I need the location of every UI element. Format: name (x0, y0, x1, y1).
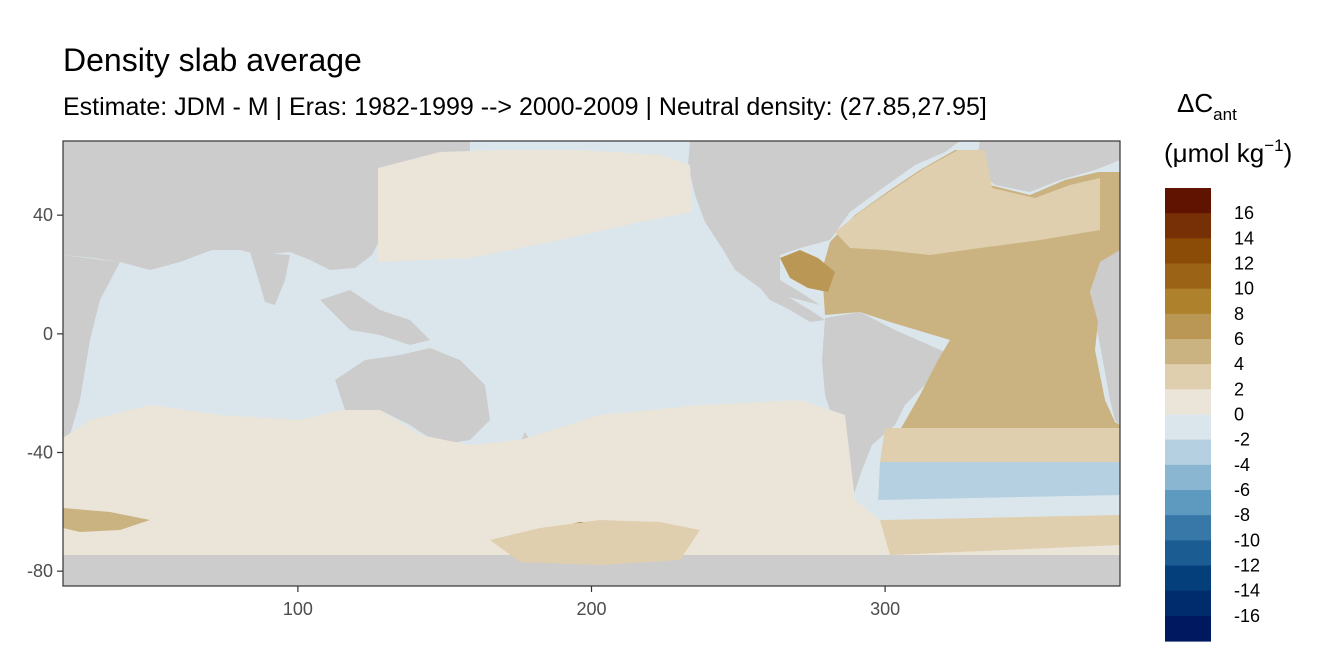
legend-title-subscript: ant (1213, 105, 1237, 124)
legend-label: -16 (1234, 606, 1260, 626)
legend-title-units: (μmol kg−1) (1164, 136, 1292, 168)
legend-swatch (1165, 615, 1211, 642)
legend-swatch (1165, 288, 1211, 315)
legend-label: -14 (1234, 581, 1260, 601)
ross-sea-margin-field (490, 520, 700, 565)
legend-swatch (1165, 515, 1211, 541)
gulf-of-mexico-field (780, 250, 835, 292)
legend-swatch (1165, 313, 1211, 340)
legend-label: -6 (1234, 480, 1250, 500)
south-america-land (822, 312, 945, 500)
africa-east-land (1090, 250, 1120, 425)
legend-label: 8 (1234, 304, 1244, 324)
legend: ΔCant (μmol kg−1) 16 14 12 10 8 6 4 2 0 -2 -4 -6 -8 -… (1164, 88, 1292, 642)
southern-ocean-field (63, 400, 1120, 555)
legend-swatch (1165, 339, 1211, 365)
legend-label: -4 (1234, 455, 1250, 475)
legend-swatch (1165, 414, 1211, 441)
legend-swatch (1165, 188, 1211, 214)
legend-title-superscript: −1 (1264, 136, 1283, 155)
legend-label: 12 (1234, 254, 1254, 274)
y-tick-label: 40 (33, 205, 53, 225)
y-axis: 40 0 -40 -80 (27, 205, 63, 581)
legend-label: 2 (1234, 379, 1244, 399)
legend-swatch (1165, 540, 1211, 567)
y-tick-label: -40 (27, 443, 53, 463)
legend-swatch (1165, 565, 1211, 592)
map-panel (63, 141, 1120, 586)
eurasia-land (63, 141, 470, 270)
legend-swatch (1165, 238, 1211, 265)
legend-swatch (1165, 263, 1211, 290)
x-tick-label: 300 (870, 599, 900, 619)
x-tick-label: 100 (283, 599, 313, 619)
legend-swatch (1165, 590, 1211, 617)
legend-label: 6 (1234, 329, 1244, 349)
legend-label: 16 (1234, 203, 1254, 223)
legend-swatch (1165, 439, 1211, 466)
india-land (250, 252, 290, 305)
indian-sector-margin-field (63, 508, 150, 532)
legend-label: -12 (1234, 556, 1260, 576)
africa-west-land (63, 255, 120, 440)
north-pacific-field (378, 150, 692, 262)
y-tick-label: -80 (27, 561, 53, 581)
legend-label: 10 (1234, 279, 1254, 299)
legend-swatch (1165, 490, 1211, 516)
legend-swatch (1165, 213, 1211, 239)
south-atlantic-50s-field (878, 495, 1120, 520)
maritime-continent-land (320, 290, 430, 345)
legend-swatch (1165, 464, 1211, 491)
x-tick-label: 200 (576, 599, 606, 619)
north-atlantic-subpolar-field (835, 150, 1100, 255)
central-america-land (760, 288, 825, 322)
chart-subtitle: Estimate: JDM - M | Eras: 1982-1999 --> … (63, 93, 987, 121)
legend-label: 14 (1234, 228, 1254, 248)
australia-land (335, 348, 490, 445)
chart-title: Density slab average (63, 42, 362, 78)
weddell-sea-field (880, 515, 1120, 555)
legend-swatch (1165, 364, 1211, 390)
legend-label: -8 (1234, 505, 1250, 525)
north-america-land (688, 141, 960, 305)
legend-label: -10 (1234, 530, 1260, 550)
south-atlantic-45s-field (878, 462, 1120, 505)
south-atlantic-40s-field (880, 428, 1120, 462)
legend-swatch (1165, 389, 1211, 416)
greenland-land (975, 141, 1120, 192)
legend-label: 0 (1234, 405, 1244, 425)
legend-label: -2 (1234, 430, 1250, 450)
y-tick-label: 0 (43, 324, 53, 344)
legend-label: 4 (1234, 354, 1244, 374)
x-axis: 100 200 300 (283, 586, 900, 619)
legend-title-main: ΔCant (1177, 88, 1237, 124)
